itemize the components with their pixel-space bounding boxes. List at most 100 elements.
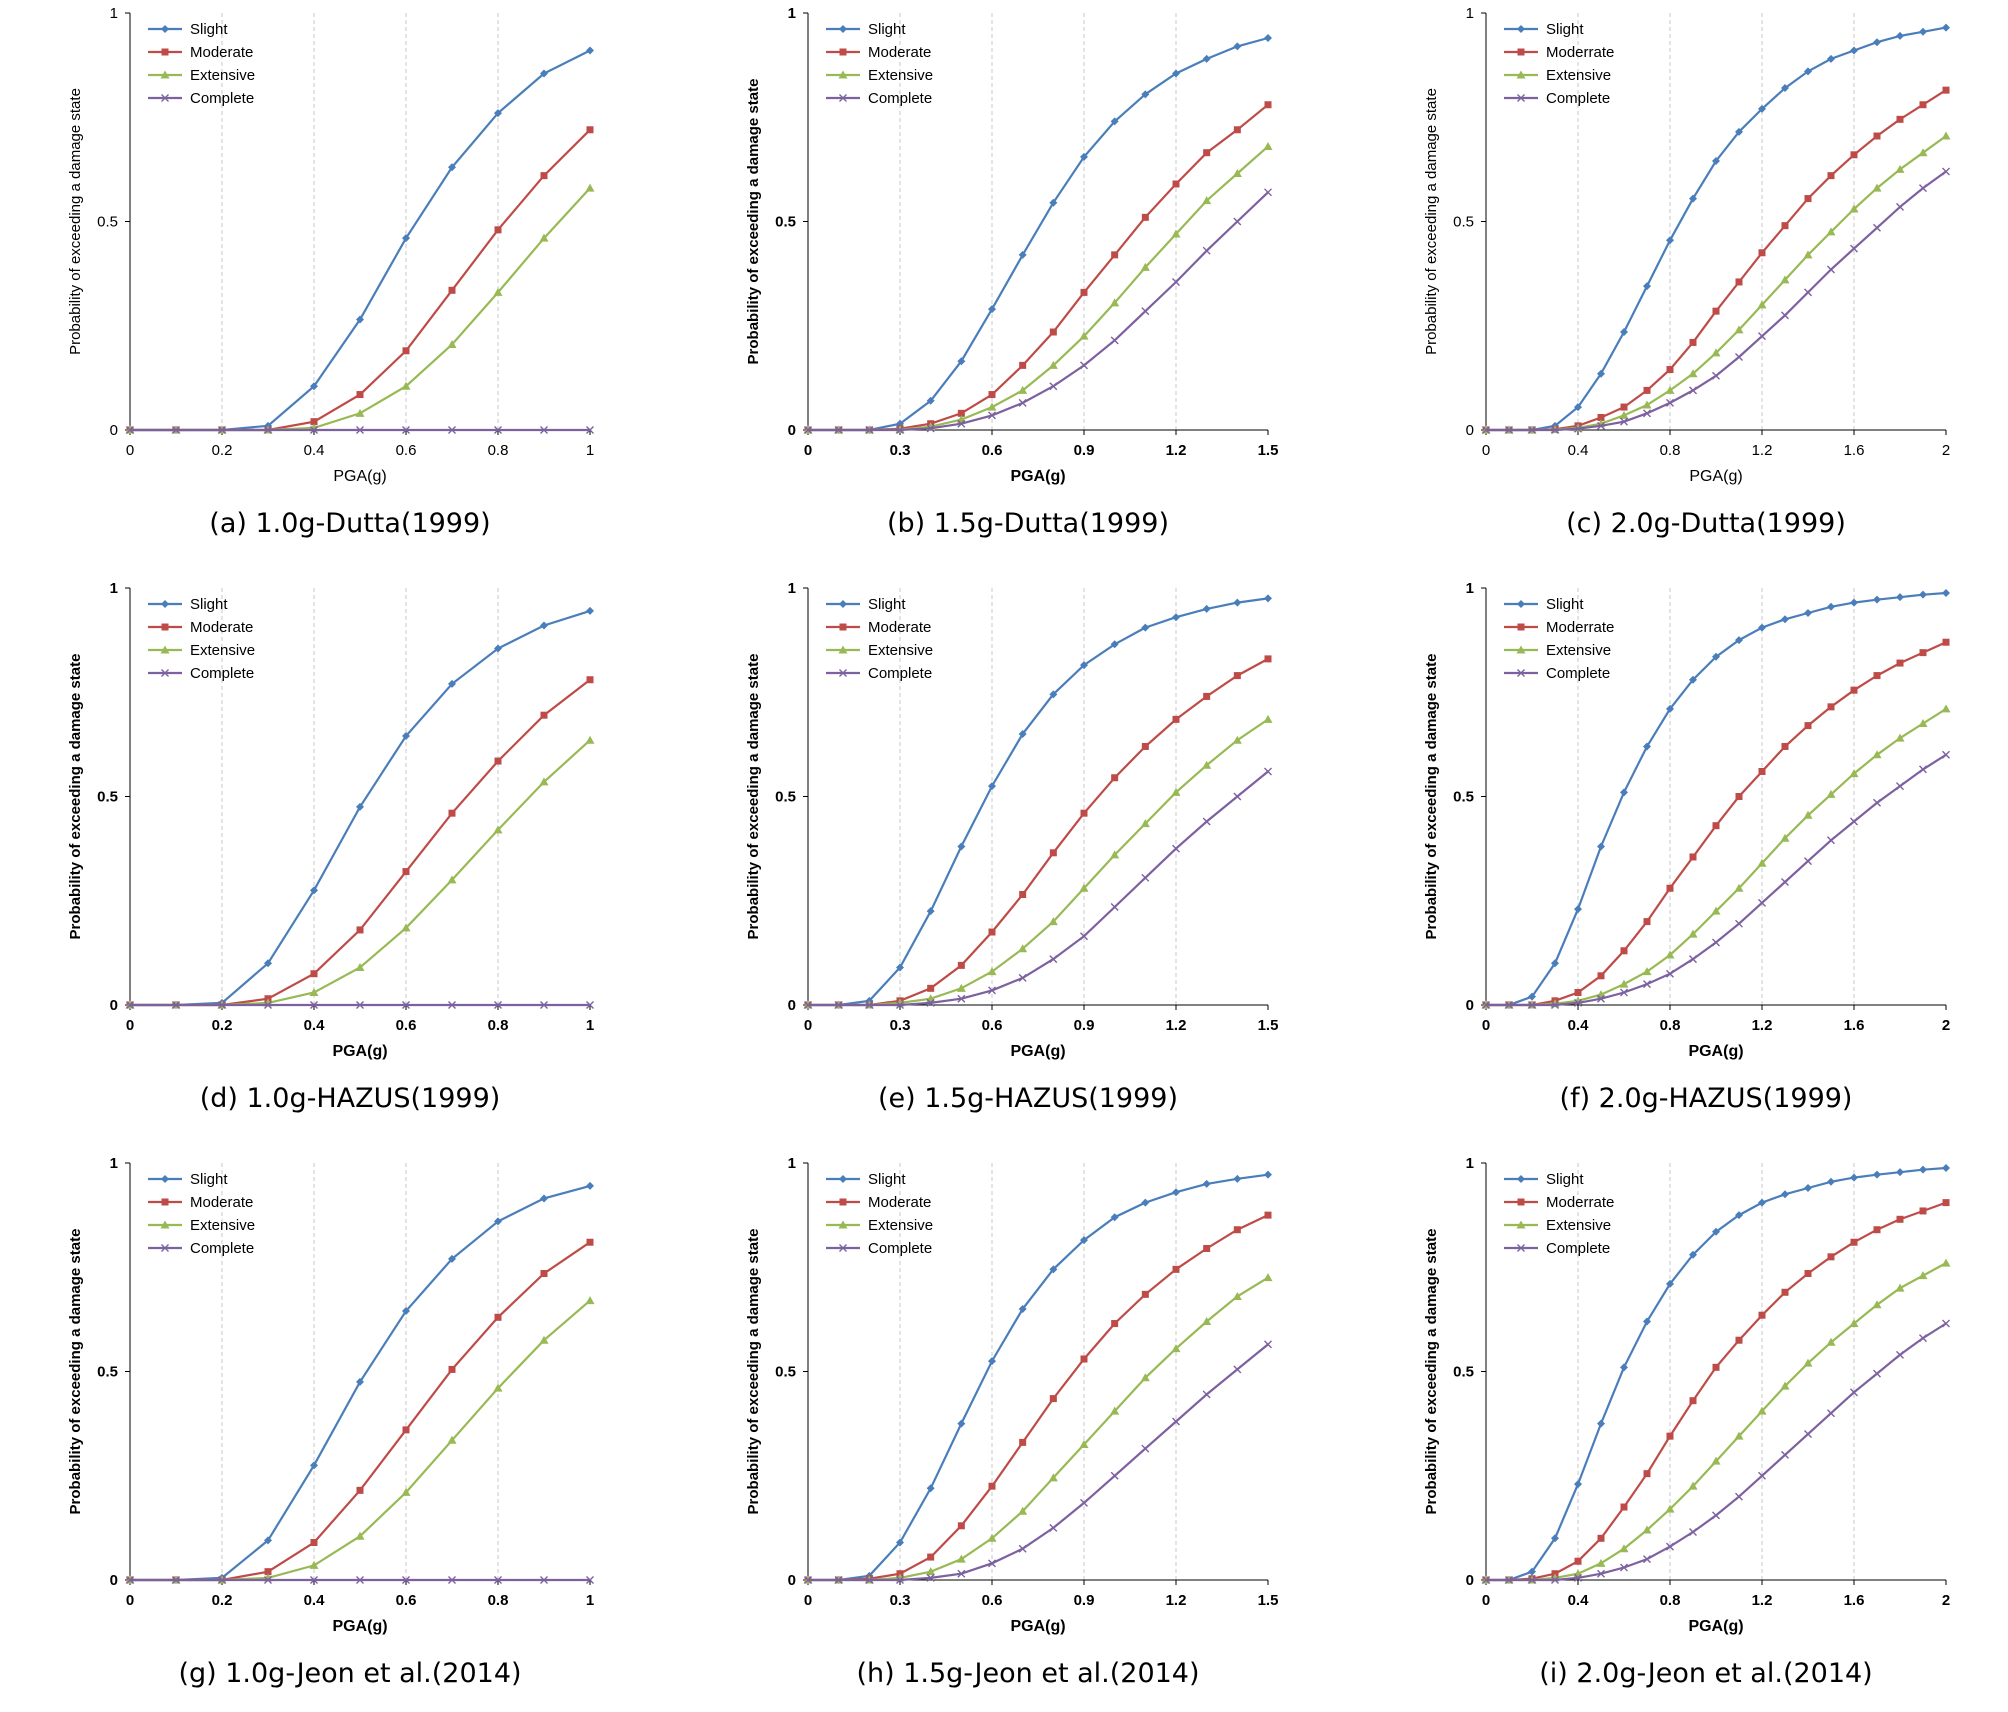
data-point <box>1758 249 1766 257</box>
data-point <box>1873 595 1881 604</box>
data-point <box>1781 742 1789 750</box>
data-point <box>1597 994 1605 1003</box>
data-point <box>402 234 410 243</box>
x-tick-label: 1.2 <box>1752 1592 1773 1609</box>
legend-label: Moderate <box>868 44 931 61</box>
y-tick-label: 0 <box>110 997 118 1014</box>
data-point <box>1643 282 1651 291</box>
data-point <box>1264 767 1272 776</box>
legend-label: Complete <box>868 665 932 682</box>
y-axis-label: Probability of exceeding a damage state <box>745 1229 762 1515</box>
data-point <box>926 1484 935 1493</box>
data-point <box>1203 149 1211 157</box>
data-point <box>1804 609 1812 618</box>
data-point <box>494 1576 502 1584</box>
x-tick-label: 0.4 <box>1568 442 1589 459</box>
data-point <box>1804 288 1812 297</box>
data-point <box>1233 1226 1241 1234</box>
chart-svg: 0 0.2 0.4 0.6 0.8 1 0 0.5 1 PGA(g) Probability of … <box>67 5 595 485</box>
y-tick-label: 0 <box>788 997 796 1014</box>
data-point <box>1712 822 1720 830</box>
series-extensive <box>1481 131 1951 434</box>
legend-marker <box>160 645 170 654</box>
data-point <box>1620 417 1628 426</box>
data-point <box>1574 403 1582 412</box>
data-point <box>987 1533 997 1542</box>
series-moderate <box>804 1211 1272 1584</box>
data-point <box>1666 1542 1674 1551</box>
x-tick-label: 0.2 <box>212 1592 233 1609</box>
data-point <box>1620 947 1628 955</box>
data-point <box>1896 1350 1904 1359</box>
data-point <box>1758 767 1766 775</box>
series-extensive <box>125 1296 595 1584</box>
data-point <box>1233 217 1242 226</box>
data-point <box>1942 750 1950 759</box>
data-point <box>1827 602 1835 611</box>
data-point <box>493 825 503 834</box>
data-point <box>356 1377 364 1386</box>
data-point <box>1919 590 1927 599</box>
legend-label: Complete <box>190 90 254 107</box>
x-tick-label: 1 <box>586 1592 594 1609</box>
legend-marker <box>839 1244 847 1252</box>
data-point <box>987 402 997 411</box>
data-point <box>1110 1471 1119 1480</box>
data-point <box>586 676 594 684</box>
data-point <box>356 926 364 934</box>
data-point <box>401 923 411 932</box>
data-point <box>1049 382 1058 391</box>
data-point <box>310 1576 318 1584</box>
data-point <box>1919 1165 1927 1174</box>
y-tick-label: 1 <box>1466 5 1474 22</box>
data-point <box>494 109 502 118</box>
data-point <box>1896 782 1904 791</box>
x-tick-label: 0.6 <box>396 1592 417 1609</box>
data-point <box>172 426 180 434</box>
data-point <box>586 1001 594 1009</box>
data-point <box>1827 172 1835 180</box>
data-point <box>1666 398 1674 407</box>
data-point <box>585 1296 595 1305</box>
data-point <box>448 286 456 294</box>
data-point <box>1233 792 1242 801</box>
legend-item: Extensive <box>826 67 933 84</box>
data-point <box>1049 1265 1058 1274</box>
series-complete <box>804 1340 1272 1584</box>
legend-marker <box>161 623 169 631</box>
data-point <box>1780 1381 1790 1390</box>
chart-panel: 0 0.4 0.8 1.2 1.6 2 0 0.5 1 PGA(g) Probability of … <box>1356 575 2008 1137</box>
data-point <box>1080 152 1088 161</box>
data-point <box>310 1461 318 1470</box>
data-point <box>1689 1250 1697 1259</box>
panel-caption: (i) 2.0g-Jeon et al.(2014) <box>1539 1658 1873 1689</box>
data-point <box>1896 115 1904 123</box>
series-line <box>808 1173 1269 1582</box>
legend-marker <box>839 94 847 102</box>
data-point <box>310 886 318 895</box>
x-tick-label: 0 <box>1482 442 1490 459</box>
data-point <box>1574 424 1582 433</box>
x-tick-label: 2 <box>1942 442 1950 459</box>
data-point <box>957 357 966 366</box>
data-point <box>1574 1557 1582 1565</box>
data-point <box>1528 426 1536 434</box>
data-point <box>834 1001 843 1009</box>
series-line <box>1486 89 1947 432</box>
series-slight <box>1482 23 1950 434</box>
data-point <box>1574 1480 1582 1489</box>
chart-panel: 0 0.4 0.8 1.2 1.6 2 0 0.5 1 PGA(g) Probability of … <box>1356 1150 2008 1712</box>
data-point <box>1597 842 1605 851</box>
data-point <box>539 233 549 242</box>
data-point <box>1689 1397 1697 1405</box>
data-point <box>865 1001 874 1009</box>
data-point <box>1141 1444 1150 1453</box>
data-point <box>1735 1336 1743 1344</box>
legend-marker <box>161 25 169 33</box>
series-line <box>808 1276 1269 1582</box>
data-point <box>957 994 966 1003</box>
data-point <box>1202 604 1211 613</box>
data-point <box>356 1576 364 1584</box>
data-point <box>1873 1226 1881 1234</box>
data-point <box>1528 1001 1536 1009</box>
